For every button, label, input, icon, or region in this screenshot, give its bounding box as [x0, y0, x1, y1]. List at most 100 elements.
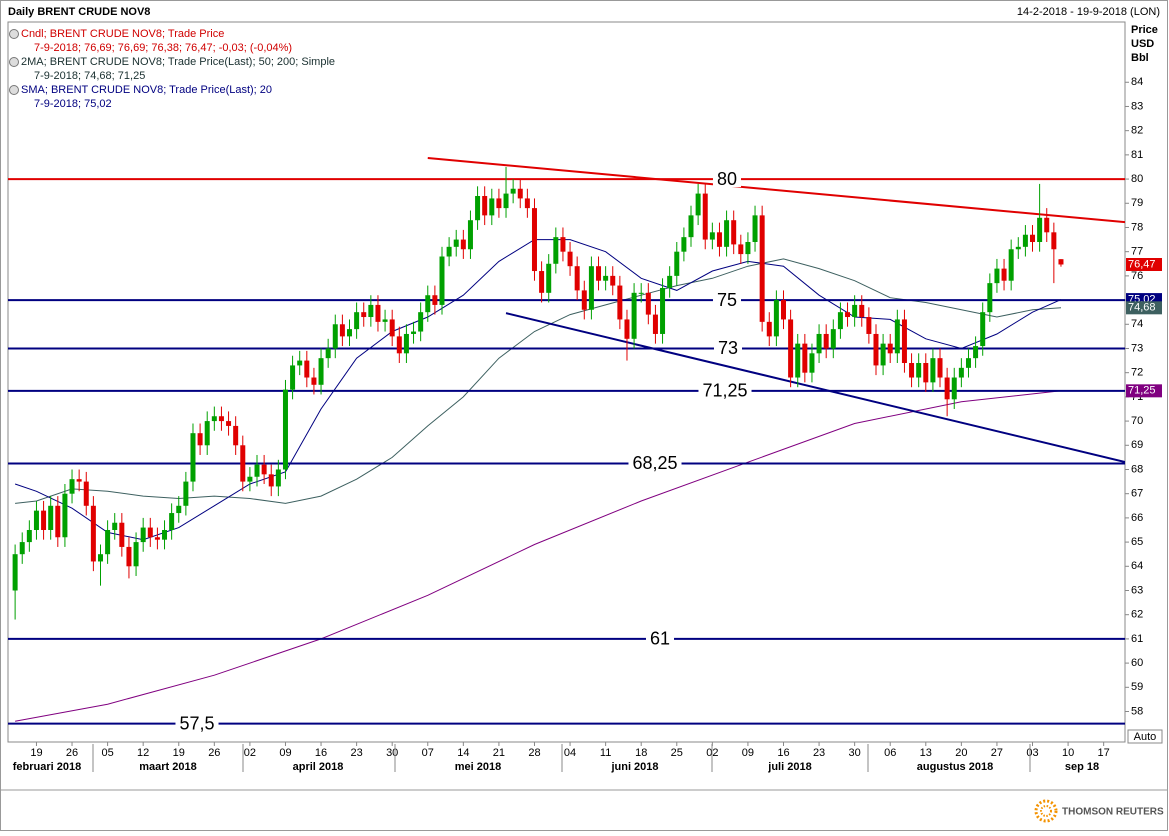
source: THOMSON REUTERS [1062, 807, 1164, 818]
candle-body [425, 295, 431, 313]
candle-body [247, 476, 253, 482]
candle-body [325, 348, 331, 359]
month-label: augustus 2018 [917, 761, 993, 773]
candle-body [339, 324, 345, 337]
x-tick-label: 23 [813, 747, 825, 759]
trendline [427, 157, 1125, 224]
y-tick-label: 64 [1131, 560, 1143, 572]
candle-body [652, 314, 658, 334]
candle-body [204, 421, 210, 446]
x-tick-label: 09 [279, 747, 291, 759]
x-tick-label: 17 [1098, 747, 1110, 759]
candle-body [674, 251, 680, 276]
x-tick-label: 19 [30, 747, 42, 759]
candle-body [33, 510, 39, 530]
candle-body [1008, 249, 1014, 281]
x-tick-label: 20 [955, 747, 967, 759]
x-tick-label: 13 [920, 747, 932, 759]
candle-body [503, 193, 509, 209]
candle-body [1001, 268, 1007, 281]
candle-body [1058, 259, 1064, 265]
candle-body [347, 329, 353, 337]
candle-body [12, 554, 18, 591]
candle-body [916, 363, 922, 378]
candle-body [226, 421, 232, 426]
candle-body [596, 266, 602, 281]
x-tick-label: 12 [137, 747, 149, 759]
level-label: 57,5 [179, 713, 214, 733]
candle-body [190, 433, 196, 482]
x-tick-label: 19 [173, 747, 185, 759]
candle-body [738, 244, 744, 255]
level-label-bg [645, 630, 675, 647]
candle-body [332, 324, 338, 349]
candle-body [375, 304, 381, 322]
candle-body [382, 319, 388, 322]
candle-body [1051, 232, 1057, 250]
candle-body [510, 188, 516, 194]
x-tick-label: 18 [635, 747, 647, 759]
month-label: juli 2018 [767, 761, 811, 773]
candle-body [709, 232, 715, 240]
candle-body [275, 469, 281, 487]
candle-body [268, 474, 274, 487]
y-tick-label: 69 [1131, 439, 1143, 451]
candle-body [845, 312, 851, 318]
candle-body [418, 312, 424, 332]
y-tick-label: 62 [1131, 609, 1143, 621]
x-tick-label: 27 [991, 747, 1003, 759]
legend-text: 2MA; BRENT CRUDE NOV8; Trade Price(Last)… [21, 56, 335, 68]
candle-body [994, 268, 1000, 284]
level-label: 61 [650, 629, 670, 649]
candle-body [48, 505, 54, 530]
candle-body [731, 220, 737, 245]
candle-body [660, 287, 666, 334]
candle-body [624, 319, 630, 339]
y-tick-label: 58 [1131, 705, 1143, 717]
candle-body [361, 312, 367, 318]
x-tick-label: 05 [101, 747, 113, 759]
month-label: april 2018 [293, 761, 344, 773]
legend-text: 7-9-2018; 74,68; 71,25 [34, 70, 145, 82]
candle-body [126, 546, 132, 567]
y-unit: Price [1131, 24, 1158, 36]
candle-body [716, 232, 722, 247]
last-value-badge [1126, 258, 1162, 272]
reuters-logo [1034, 799, 1058, 823]
x-tick-label: 16 [777, 747, 789, 759]
y-tick-label: 68 [1131, 463, 1143, 475]
candle-body [453, 239, 459, 247]
candle-body [531, 208, 537, 272]
x-tick-label: 11 [600, 747, 611, 759]
month-label: maart 2018 [139, 761, 197, 773]
y-tick-label: 66 [1131, 512, 1143, 524]
candle-body [631, 292, 637, 339]
candle-body [773, 300, 779, 337]
y-tick-label: 83 [1131, 100, 1143, 112]
legend-text: SMA; BRENT CRUDE NOV8; Trade Price(Last)… [21, 84, 272, 96]
candle-body [588, 266, 594, 310]
x-tick-label: 25 [671, 747, 683, 759]
legend-text: Cndl; BRENT CRUDE NOV8; Trade Price [21, 28, 224, 40]
candle-body [140, 527, 146, 543]
candle-body [1037, 217, 1043, 242]
y-tick-label: 72 [1131, 367, 1143, 379]
candle-body [403, 333, 409, 354]
level-label: 73 [718, 338, 738, 358]
candle-body [197, 433, 203, 446]
y-tick-label: 63 [1131, 584, 1143, 596]
candle-body [681, 237, 687, 252]
scale-mode[interactable]: Auto [1134, 731, 1157, 743]
scale-mode-box[interactable] [1127, 729, 1163, 744]
candle-body [254, 464, 260, 477]
candle-body [76, 479, 82, 482]
month-label: mei 2018 [455, 761, 501, 773]
candle-body [162, 529, 168, 540]
candle-body [788, 319, 794, 378]
candle-body [830, 329, 836, 349]
candle-body [546, 263, 552, 293]
candle-body [567, 251, 573, 267]
y-tick-label: 80 [1131, 173, 1143, 185]
x-tick-label: 26 [208, 747, 220, 759]
candle-body [610, 275, 616, 286]
